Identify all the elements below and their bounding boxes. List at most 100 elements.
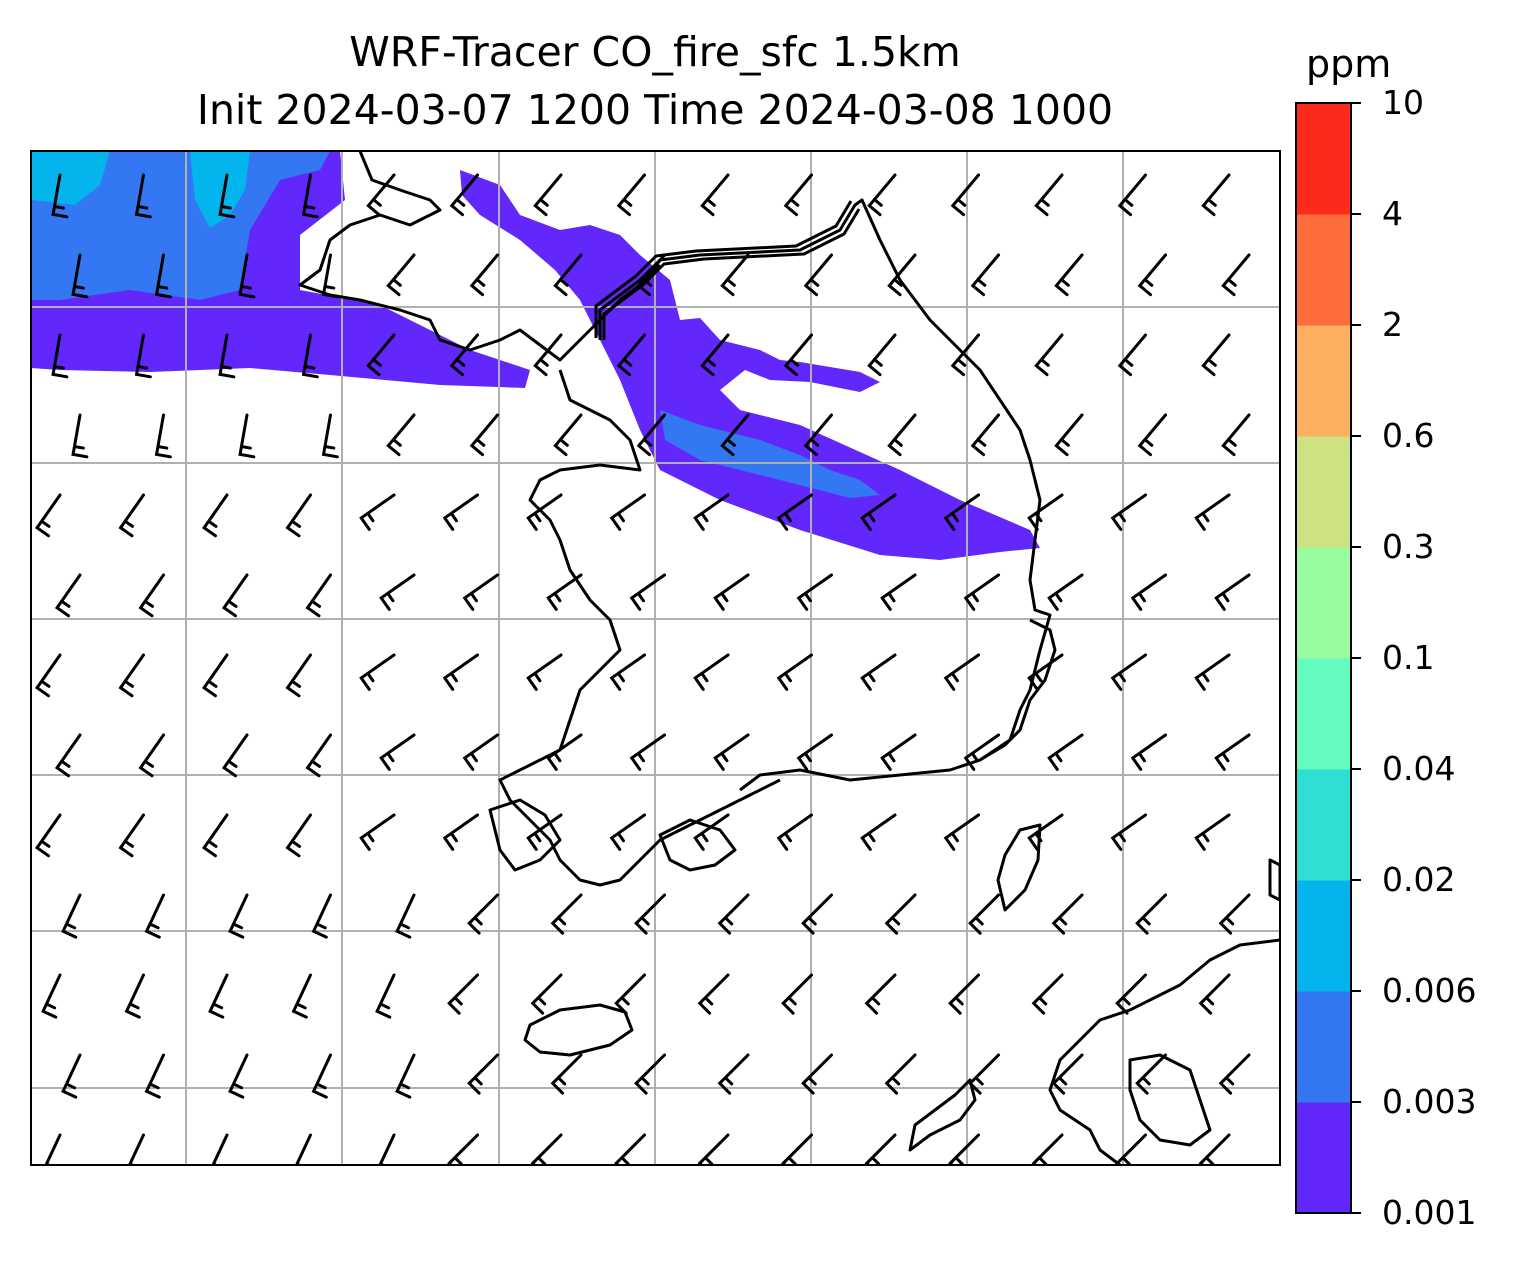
- plume-level-0.006: [31, 151, 110, 205]
- wind-barb: [634, 1053, 666, 1095]
- wind-barb: [948, 1133, 980, 1165]
- islands-south: [658, 818, 737, 872]
- wind-barb: [950, 173, 980, 217]
- wind-barb: [359, 493, 396, 531]
- colorbar-tick-label: 0.6: [1382, 416, 1435, 455]
- wind-barb: [796, 733, 833, 771]
- wind-barb: [201, 653, 229, 698]
- wind-barb: [713, 733, 750, 771]
- wind-barb: [546, 573, 583, 611]
- wind-barb: [221, 733, 249, 778]
- colorbar-segment: [1296, 1102, 1351, 1214]
- wind-barb: [71, 413, 89, 459]
- wind-barb: [447, 1133, 479, 1165]
- wind-barb: [693, 493, 730, 531]
- wind-barb: [1137, 253, 1167, 297]
- wind-barb: [1054, 253, 1084, 297]
- wind-barb: [880, 573, 917, 611]
- wind-barb: [124, 973, 145, 1019]
- wind-barb: [943, 493, 980, 531]
- coastline-border: [598, 198, 1052, 792]
- wind-barb: [553, 413, 583, 457]
- wind-barb: [526, 493, 563, 531]
- wind-barb: [629, 733, 666, 771]
- wind-barb: [968, 1053, 1000, 1095]
- wind-barb: [963, 573, 1000, 611]
- wind-barb: [634, 893, 666, 935]
- wind-barb: [776, 653, 813, 691]
- wind-barb: [154, 253, 172, 299]
- wind-barb: [1031, 973, 1064, 1015]
- wind-barb: [1027, 653, 1064, 691]
- wind-barb: [305, 733, 332, 778]
- wind-barb: [717, 1053, 750, 1095]
- wind-barb: [880, 733, 917, 771]
- colorbar-tick-label: 4: [1382, 194, 1403, 233]
- wind-barb: [700, 333, 730, 377]
- wind-barb: [867, 173, 897, 217]
- wind-barb: [138, 733, 165, 778]
- concentration-fill: [31, 151, 1040, 560]
- colorbar: [1296, 103, 1351, 1214]
- wind-barb: [1135, 893, 1167, 935]
- wind-barb: [51, 333, 69, 379]
- colorbar-tick-label: 0.02: [1382, 860, 1456, 899]
- wind-barb: [118, 813, 145, 858]
- colorbar-tick-label: 10: [1382, 83, 1424, 122]
- wind-barb: [720, 413, 750, 457]
- wind-barb: [781, 973, 813, 1015]
- wind-barb: [285, 493, 312, 538]
- wind-barb: [321, 413, 339, 459]
- wind-barb: [467, 1053, 499, 1095]
- wind-barb: [1135, 1053, 1167, 1095]
- wind-barb: [526, 653, 563, 691]
- wind-barb: [1110, 813, 1147, 851]
- wind-barb: [1214, 573, 1251, 611]
- wind-barb: [887, 253, 917, 297]
- wind-barb: [442, 653, 479, 691]
- wind-barb: [61, 1053, 82, 1099]
- wind-barb: [134, 333, 152, 379]
- wind-barb: [860, 653, 897, 691]
- wind-barb: [963, 733, 1000, 771]
- wind-barb: [359, 813, 396, 851]
- coastline-sw-islands: [908, 1078, 977, 1152]
- coastline-kyushu: [1128, 1053, 1212, 1147]
- wind-barb: [285, 813, 312, 858]
- wind-barb: [449, 173, 479, 217]
- wind-barb: [783, 333, 813, 377]
- wind-barb: [1194, 653, 1231, 691]
- colorbar-segment: [1296, 547, 1351, 659]
- wind-barb: [144, 893, 165, 939]
- wind-barb: [321, 253, 339, 299]
- wind-barb: [469, 413, 499, 457]
- wind-barb: [530, 1133, 563, 1165]
- wind-barb: [1130, 733, 1167, 771]
- wind-barb: [1221, 253, 1251, 297]
- wind-barb: [776, 493, 813, 531]
- wind-barb: [118, 653, 145, 698]
- wind-barb: [467, 893, 499, 935]
- wind-barb: [550, 1053, 583, 1095]
- colorbar-tick-label: 0.1: [1382, 638, 1435, 677]
- wind-barb: [462, 733, 499, 771]
- wind-barb: [71, 253, 89, 299]
- wind-barb: [379, 733, 416, 771]
- wind-barb: [781, 1133, 813, 1165]
- wind-barb: [201, 493, 229, 538]
- plume-level-0.003: [31, 151, 330, 300]
- wind-barb: [948, 973, 980, 1015]
- wind-barb: [636, 253, 666, 297]
- wind-barb: [1198, 973, 1231, 1015]
- wind-barb: [1130, 573, 1167, 611]
- wind-barb: [442, 493, 479, 531]
- wind-barb: [134, 173, 152, 219]
- wind-barb: [305, 573, 332, 618]
- wind-barb: [884, 893, 917, 935]
- wind-barb: [801, 893, 833, 935]
- coastline-border-3: [594, 200, 853, 338]
- plume-level-0.003-b: [660, 410, 880, 498]
- wind-barb: [34, 653, 62, 698]
- wind-barb: [614, 1133, 646, 1165]
